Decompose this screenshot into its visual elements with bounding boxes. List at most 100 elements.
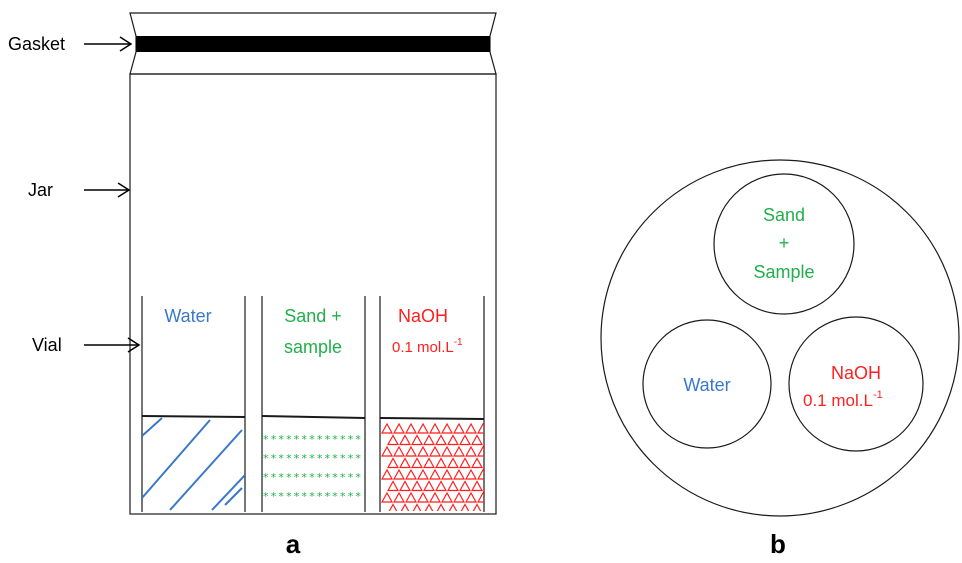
naoh-triangle	[381, 422, 394, 434]
sand-star: *	[286, 490, 292, 503]
sand-star: *	[302, 490, 308, 503]
naoh-triangle	[381, 445, 394, 457]
jar-lid	[129, 12, 497, 75]
sand-star: *	[317, 490, 323, 503]
sand-star: *	[317, 433, 323, 446]
naoh-triangle	[458, 457, 472, 469]
sand-star: *	[325, 433, 331, 446]
circle-water: Water	[642, 319, 772, 449]
naoh-pattern	[381, 422, 484, 511]
naoh-triangle	[464, 468, 478, 480]
sand-star: *	[278, 490, 284, 503]
naoh-triangle	[452, 445, 466, 457]
vial-naoh-conc: 0.1 mol.L	[392, 339, 454, 356]
naoh-triangle	[452, 422, 466, 434]
sand-star: *	[263, 490, 269, 503]
sand-star: *	[271, 433, 277, 446]
naoh-triangle	[392, 491, 406, 503]
naoh-triangle	[398, 434, 412, 446]
vial-water: Water	[141, 296, 246, 512]
jar-label: Jar	[28, 180, 53, 200]
circle-sand-line2: +	[779, 233, 790, 253]
sand-star: *	[325, 452, 331, 465]
circle-naoh-line1: NaOH	[831, 363, 881, 383]
sand-star: *	[355, 471, 361, 484]
naoh-triangle	[446, 457, 460, 469]
naoh-triangle	[416, 422, 430, 434]
sand-star: *	[271, 452, 277, 465]
naoh-triangle	[412, 503, 422, 511]
sand-star: *	[340, 433, 346, 446]
naoh-triangle	[482, 443, 484, 446]
naoh-triangle	[458, 434, 472, 446]
naoh-triangle	[436, 503, 446, 511]
sand-star: *	[325, 490, 331, 503]
sand-star: *	[348, 490, 354, 503]
naoh-triangle	[464, 422, 478, 434]
circle-sand-sample: Sand + Sample	[713, 173, 855, 315]
panel-b-letter: b	[770, 529, 786, 559]
naoh-triangle	[482, 489, 484, 492]
naoh-triangle	[446, 480, 460, 492]
sand-star: *	[271, 471, 277, 484]
sand-star: *	[286, 433, 292, 446]
naoh-triangle	[381, 468, 394, 480]
sand-star: *	[302, 471, 308, 484]
sand-star: *	[278, 433, 284, 446]
naoh-triangle	[446, 434, 460, 446]
naoh-triangle	[422, 457, 436, 469]
naoh-triangle	[392, 468, 406, 480]
naoh-triangle	[464, 491, 478, 503]
naoh-triangle	[422, 480, 436, 492]
sand-star: *	[309, 433, 315, 446]
vial-label: Vial	[32, 335, 62, 355]
naoh-triangle	[470, 457, 484, 469]
sand-star: *	[340, 452, 346, 465]
circle-naoh-conc: 0.1 mol.L	[803, 391, 873, 410]
naoh-triangle	[440, 468, 454, 480]
sand-star: *	[340, 471, 346, 484]
naoh-triangle	[404, 445, 418, 457]
label-jar: Jar	[28, 180, 131, 200]
jar-body	[129, 73, 497, 515]
sand-star: *	[309, 452, 315, 465]
naoh-triangle	[398, 457, 412, 469]
vial-sand-sample: * * * * * * * * * * * * ** * * * * * * * * * * * ** * * * * * * * * * * * **…	[261, 296, 366, 512]
jar-outline	[600, 159, 960, 517]
sand-star: *	[263, 433, 269, 446]
sand-star: *	[286, 471, 292, 484]
circle-water-label: Water	[683, 375, 730, 395]
naoh-triangle	[476, 445, 484, 457]
sand-star: *	[294, 433, 300, 446]
water-hatch	[142, 417, 245, 511]
sand-star: *	[355, 433, 361, 446]
circle-sand-line3: Sample	[753, 262, 814, 282]
naoh-triangle	[388, 503, 398, 511]
naoh-triangle	[482, 466, 484, 469]
naoh-triangle	[452, 468, 466, 480]
naoh-triangle	[424, 503, 434, 511]
circle-naoh-sup: -1	[873, 389, 883, 401]
panel-a-letter: a	[286, 529, 301, 559]
sand-star: *	[278, 452, 284, 465]
naoh-triangle	[434, 457, 448, 469]
naoh-triangle	[422, 434, 436, 446]
naoh-triangle	[410, 434, 424, 446]
sand-star: *	[332, 490, 338, 503]
jar-top-view: Sand + Sample Water NaOH 0.1 mol.L-1	[600, 159, 960, 517]
circle-naoh-line2: 0.1 mol.L-1	[803, 389, 883, 410]
vial-naoh: NaOH 0.1 mol.L-1	[379, 296, 485, 512]
naoh-triangle	[472, 503, 482, 511]
naoh-triangle	[440, 422, 454, 434]
sand-star: *	[302, 452, 308, 465]
vial-sand-label-line1: Sand +	[284, 306, 342, 326]
label-vial: Vial	[32, 335, 141, 355]
sand-star: *	[263, 452, 269, 465]
naoh-triangle	[470, 434, 484, 446]
naoh-triangle	[404, 491, 418, 503]
naoh-triangle	[440, 491, 454, 503]
sand-star: *	[348, 471, 354, 484]
sand-star: *	[309, 490, 315, 503]
naoh-triangle	[428, 445, 442, 457]
